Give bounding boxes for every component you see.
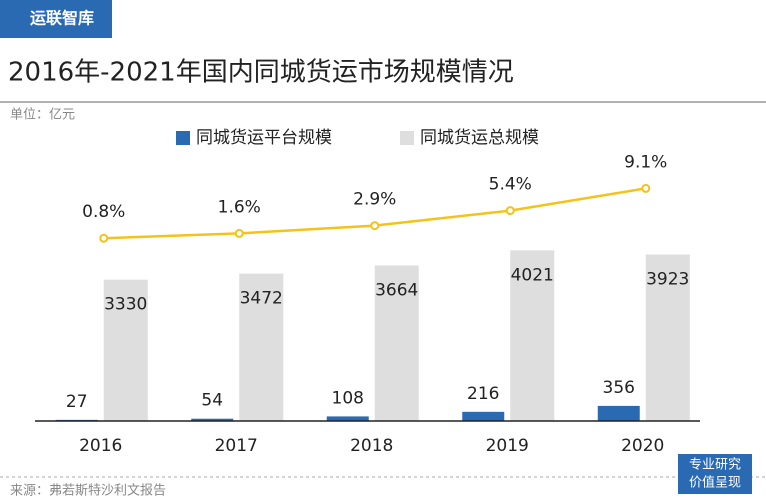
bar bbox=[462, 411, 505, 421]
bar bbox=[374, 265, 419, 421]
value-label: 54 bbox=[201, 391, 223, 411]
brand-box bbox=[0, 0, 112, 38]
value-label: 3472 bbox=[240, 289, 283, 309]
bar bbox=[510, 250, 555, 421]
badge-line: 价值呈现 bbox=[689, 475, 741, 491]
x-tick-label: 2018 bbox=[350, 436, 393, 456]
bar bbox=[597, 405, 640, 421]
line-point bbox=[370, 221, 380, 231]
line-point bbox=[641, 183, 651, 193]
legend-label: 同城货运平台规模 bbox=[196, 128, 332, 148]
bar bbox=[103, 279, 148, 421]
value-label: 3330 bbox=[104, 295, 147, 315]
chart-title: 2016年-2021年国内同城货运市场规模情况 bbox=[8, 58, 514, 88]
value-label: 9.1% bbox=[624, 152, 667, 172]
x-tick-label: 2019 bbox=[486, 436, 529, 456]
value-label: 4021 bbox=[511, 265, 554, 285]
badge-box bbox=[678, 454, 752, 494]
value-label: 0.8% bbox=[82, 202, 125, 222]
value-label: 5.4% bbox=[489, 175, 532, 195]
bar bbox=[326, 416, 369, 421]
value-label: 3664 bbox=[375, 280, 418, 300]
value-label: 27 bbox=[66, 392, 88, 412]
legend-swatch bbox=[400, 131, 414, 145]
bar bbox=[239, 273, 284, 421]
value-label: 2.9% bbox=[353, 190, 396, 210]
line-point bbox=[505, 206, 515, 216]
line-point bbox=[99, 233, 109, 243]
source: 来源：弗若斯特沙利文报告 bbox=[10, 483, 166, 499]
line-point bbox=[234, 228, 244, 238]
value-label: 356 bbox=[603, 378, 635, 398]
brand: 运联智库 bbox=[30, 9, 94, 28]
x-tick-label: 2016 bbox=[79, 436, 122, 456]
bar bbox=[191, 418, 234, 421]
value-label: 1.6% bbox=[218, 197, 261, 217]
bar bbox=[645, 254, 690, 421]
unit-label: 单位：亿元 bbox=[10, 108, 75, 123]
badge-line: 专业研究 bbox=[689, 458, 741, 473]
legend-label: 同城货运总规模 bbox=[420, 128, 539, 148]
value-label: 216 bbox=[467, 384, 499, 404]
x-tick-label: 2017 bbox=[215, 436, 258, 456]
x-tick-label: 2020 bbox=[621, 436, 664, 456]
value-label: 108 bbox=[332, 388, 364, 408]
legend-swatch bbox=[176, 131, 190, 145]
value-label: 3923 bbox=[646, 269, 689, 289]
